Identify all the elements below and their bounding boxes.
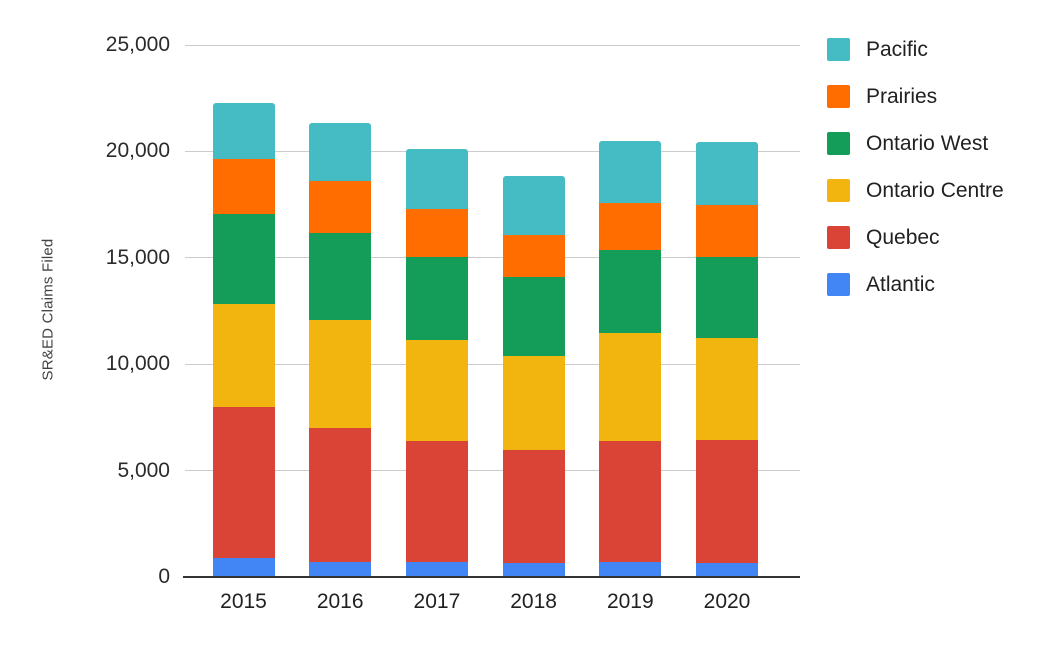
bar-segment-2015-quebec[interactable] — [212, 406, 275, 558]
bar-segment-2020-ontario-west[interactable] — [696, 256, 758, 338]
bar-segment-2015-ontario-centre[interactable] — [212, 303, 275, 407]
legend-swatch-icon — [827, 38, 850, 61]
legend-item-prairies[interactable]: Prairies — [827, 85, 1004, 108]
bar-2015[interactable] — [212, 102, 275, 577]
x-tick-label-2019: 2019 — [606, 590, 654, 613]
bar-segment-2016-atlantic[interactable] — [309, 562, 372, 577]
gridline-25000 — [185, 44, 800, 46]
bar-segment-2019-pacific[interactable] — [599, 140, 662, 203]
bar-segment-2019-atlantic[interactable] — [599, 562, 662, 577]
legend: Pacific Prairies Ontario West Ontario Centr… — [827, 38, 1004, 320]
x-axis-line — [183, 576, 800, 578]
legend-label: Atlantic — [866, 272, 935, 296]
bar-segment-2019-prairies[interactable] — [599, 202, 662, 251]
y-tick-label-25000: 25,000 — [105, 33, 170, 56]
y-tick-label-10000: 10,000 — [105, 352, 170, 376]
bar-segment-2019-ontario-west[interactable] — [599, 250, 662, 334]
x-tick-label-2015: 2015 — [220, 590, 267, 613]
gridline-5000 — [185, 470, 800, 472]
x-tick-label-2020: 2020 — [703, 590, 751, 613]
bar-segment-2016-ontario-centre[interactable] — [309, 319, 372, 429]
bar-segment-2020-quebec[interactable] — [696, 439, 758, 564]
bar-segment-2017-atlantic[interactable] — [405, 562, 468, 577]
bar-segment-2018-ontario-west[interactable] — [502, 276, 565, 356]
bar-segment-2017-quebec[interactable] — [405, 440, 468, 563]
legend-label: Pacific — [866, 37, 928, 61]
bar-segment-2016-quebec[interactable] — [309, 428, 372, 563]
bar-segment-2017-pacific[interactable] — [405, 149, 468, 209]
legend-item-ontario-centre[interactable]: Ontario Centre — [827, 179, 1004, 202]
y-tick-label-0: 0 — [158, 565, 170, 588]
plot-area: 0 5,000 10,000 15,000 20,000 25,000 2015 2016 20… — [106, 33, 800, 613]
bar-segment-2018-quebec[interactable] — [502, 450, 565, 564]
bar-segment-2016-prairies[interactable] — [309, 181, 372, 234]
bar-segment-2015-ontario-west[interactable] — [212, 214, 275, 304]
y-tick-label-15000: 15,000 — [105, 245, 170, 269]
bar-segment-2015-atlantic[interactable] — [212, 557, 275, 577]
gridline-10000 — [185, 363, 800, 365]
bar-segment-2020-pacific[interactable] — [696, 141, 758, 205]
bar-segment-2020-atlantic[interactable] — [696, 563, 758, 577]
x-tick-label-2016: 2016 — [316, 590, 364, 613]
bar-segment-2018-prairies[interactable] — [502, 235, 565, 277]
x-tick-label-2018: 2018 — [510, 590, 557, 613]
bar-segment-2018-atlantic[interactable] — [502, 563, 565, 577]
bar-segment-2017-prairies[interactable] — [405, 208, 468, 257]
legend-item-quebec[interactable]: Quebec — [827, 226, 1004, 249]
bar-segment-2015-prairies[interactable] — [212, 158, 275, 215]
bar-segment-2016-ontario-west[interactable] — [309, 233, 372, 320]
legend-label: Ontario West — [866, 131, 989, 155]
bar-segment-2016-pacific[interactable] — [309, 122, 372, 182]
bar-segment-2017-ontario-west[interactable] — [405, 256, 468, 340]
bar-2019[interactable] — [599, 140, 662, 577]
bar-segment-2015-pacific[interactable] — [212, 102, 275, 159]
gridline-15000 — [185, 257, 800, 259]
y-tick-label-5000: 5,000 — [117, 458, 170, 482]
bar-segment-2020-ontario-centre[interactable] — [696, 337, 758, 440]
bar-segment-2020-prairies[interactable] — [696, 204, 758, 257]
bar-segment-2018-pacific[interactable] — [502, 175, 565, 236]
legend-swatch-icon — [827, 179, 850, 202]
legend-label: Ontario Centre — [866, 178, 1004, 202]
bar-2018[interactable] — [502, 175, 565, 577]
bar-2017[interactable] — [405, 149, 468, 577]
bar-segment-2019-ontario-centre[interactable] — [599, 333, 662, 441]
x-tick-label-2017: 2017 — [413, 590, 461, 613]
legend-swatch-icon — [827, 226, 850, 249]
legend-label: Prairies — [866, 84, 938, 108]
bar-2016[interactable] — [309, 122, 372, 577]
legend-swatch-icon — [827, 273, 850, 296]
bar-2020[interactable] — [696, 141, 758, 577]
legend-swatch-icon — [827, 132, 850, 155]
legend-item-atlantic[interactable]: Atlantic — [827, 273, 1004, 296]
legend-item-ontario-west[interactable]: Ontario West — [827, 132, 1004, 155]
y-axis-title: SR&ED Claims Filed — [39, 238, 57, 381]
legend-swatch-icon — [827, 85, 850, 108]
bar-segment-2019-quebec[interactable] — [599, 440, 662, 563]
y-tick-label-20000: 20,000 — [105, 139, 170, 163]
gridline-20000 — [185, 150, 800, 152]
legend-label: Quebec — [866, 225, 940, 249]
bar-segment-2018-ontario-centre[interactable] — [502, 355, 565, 451]
legend-item-pacific[interactable]: Pacific — [827, 38, 1004, 61]
bar-segment-2017-ontario-centre[interactable] — [405, 339, 468, 441]
